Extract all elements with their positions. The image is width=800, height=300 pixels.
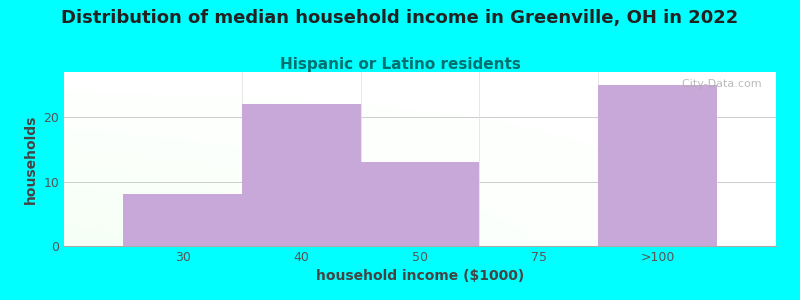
Bar	[123, 194, 242, 246]
Text: Distribution of median household income in Greenville, OH in 2022: Distribution of median household income …	[62, 9, 738, 27]
Bar	[598, 85, 717, 246]
Bar	[361, 162, 479, 246]
Y-axis label: households: households	[24, 114, 38, 204]
Bar	[242, 104, 361, 246]
Text: City-Data.com: City-Data.com	[675, 79, 762, 89]
Text: Hispanic or Latino residents: Hispanic or Latino residents	[279, 57, 521, 72]
X-axis label: household income ($1000): household income ($1000)	[316, 269, 524, 284]
